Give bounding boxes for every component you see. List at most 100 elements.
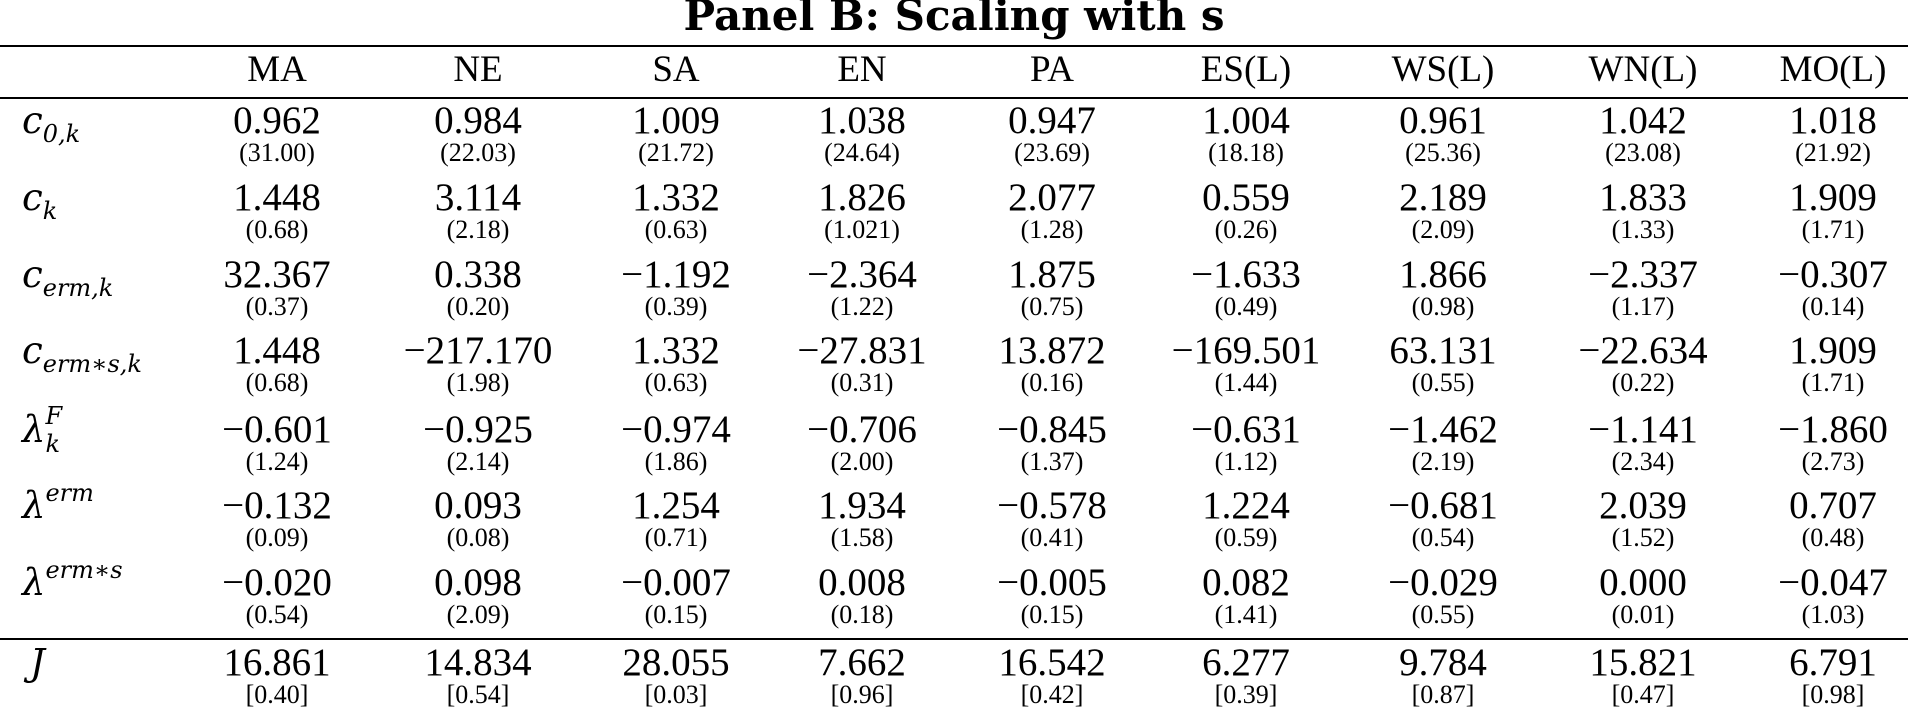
coefficient-value: 0.338 xyxy=(434,253,522,296)
test-statistic: (24.64) xyxy=(824,138,900,167)
column-header: PA xyxy=(1030,49,1074,90)
coefficient-value: 0.000 xyxy=(1599,561,1687,604)
coefficient-value: −1.633 xyxy=(1191,253,1301,296)
test-statistic: (1.24) xyxy=(245,447,309,476)
test-statistic: (2.34) xyxy=(1611,447,1675,476)
test-statistic: (0.71) xyxy=(644,523,708,552)
test-statistic: (1.17) xyxy=(1611,292,1675,321)
test-statistic: (2.19) xyxy=(1411,447,1475,476)
coefficient-value: −0.029 xyxy=(1388,561,1498,604)
j-statistic-value: 6.277 xyxy=(1202,641,1290,684)
coefficient-value: 0.707 xyxy=(1789,484,1877,527)
j-p-value: [0.98] xyxy=(1801,680,1865,709)
row-label-symbol: λ xyxy=(22,484,46,527)
test-statistic: (0.68) xyxy=(245,215,309,244)
j-statistic-value: 16.861 xyxy=(223,641,331,684)
test-statistic: (0.63) xyxy=(644,368,708,397)
coefficient-value: −169.501 xyxy=(1171,329,1321,372)
coefficient-value: 0.093 xyxy=(434,484,522,527)
j-statistic-rule xyxy=(0,638,1908,640)
row-label-subscript: 0,k xyxy=(42,120,81,148)
header-rule xyxy=(0,97,1908,99)
coefficient-value: −27.831 xyxy=(797,329,927,372)
j-p-value: [0.87] xyxy=(1411,680,1475,709)
test-statistic: (0.20) xyxy=(446,292,510,321)
test-statistic: (0.75) xyxy=(1020,292,1084,321)
row-label-symbol: c xyxy=(22,176,43,219)
row-label: ck xyxy=(22,176,57,223)
coefficient-value: −0.132 xyxy=(222,484,332,527)
j-p-value: [0.96] xyxy=(830,680,894,709)
test-statistic: (21.92) xyxy=(1795,138,1871,167)
test-statistic: (0.16) xyxy=(1020,368,1084,397)
j-statistic-value: 9.784 xyxy=(1399,641,1487,684)
coefficient-value: 1.254 xyxy=(632,484,720,527)
test-statistic: (1.71) xyxy=(1801,368,1865,397)
coefficient-value: −217.170 xyxy=(403,329,553,372)
j-p-value: [0.39] xyxy=(1214,680,1278,709)
test-statistic: (2.73) xyxy=(1801,447,1865,476)
test-statistic: (0.15) xyxy=(644,600,708,629)
j-statistic-value: 14.834 xyxy=(424,641,532,684)
coefficient-value: 0.947 xyxy=(1008,99,1096,142)
column-header: WN(L) xyxy=(1588,49,1698,90)
test-statistic: (0.54) xyxy=(245,600,309,629)
coefficient-value: −0.047 xyxy=(1778,561,1888,604)
test-statistic: (2.14) xyxy=(446,447,510,476)
row-label-symbol: c xyxy=(22,99,43,142)
test-statistic: (0.14) xyxy=(1801,292,1865,321)
coefficient-value: 0.961 xyxy=(1399,99,1487,142)
row-label-superscript: erm∗s xyxy=(45,556,123,584)
test-statistic: (22.03) xyxy=(440,138,516,167)
test-statistic: (0.39) xyxy=(644,292,708,321)
j-row-label: J xyxy=(30,641,45,684)
column-header: EN xyxy=(837,49,887,90)
coefficient-value: 2.189 xyxy=(1399,176,1487,219)
coefficient-value: 1.004 xyxy=(1202,99,1290,142)
coefficient-value: 0.098 xyxy=(434,561,522,604)
coefficient-value: 1.875 xyxy=(1008,253,1096,296)
test-statistic: (1.86) xyxy=(644,447,708,476)
coefficient-value: 1.038 xyxy=(818,99,906,142)
coefficient-value: 0.008 xyxy=(818,561,906,604)
row-label: λerm∗s xyxy=(22,558,123,605)
test-statistic: (0.49) xyxy=(1214,292,1278,321)
coefficient-value: −1.860 xyxy=(1778,408,1888,451)
coefficient-value: 1.909 xyxy=(1789,329,1877,372)
row-label-symbol: λ xyxy=(22,408,46,451)
coefficient-value: 1.042 xyxy=(1599,99,1687,142)
test-statistic: (2.09) xyxy=(446,600,510,629)
coefficient-value: −0.020 xyxy=(222,561,332,604)
j-statistic-value: 28.055 xyxy=(622,641,730,684)
coefficient-value: 0.082 xyxy=(1202,561,1290,604)
test-statistic: (1.021) xyxy=(824,215,900,244)
j-statistic-value: 15.821 xyxy=(1589,641,1697,684)
coefficient-value: 1.833 xyxy=(1599,176,1687,219)
test-statistic: (0.55) xyxy=(1411,600,1475,629)
test-statistic: (0.15) xyxy=(1020,600,1084,629)
coefficient-value: −1.462 xyxy=(1388,408,1498,451)
test-statistic: (1.03) xyxy=(1801,600,1865,629)
coefficient-value: −0.845 xyxy=(997,408,1107,451)
column-header: ES(L) xyxy=(1200,49,1292,90)
test-statistic: (0.54) xyxy=(1411,523,1475,552)
coefficient-value: 1.332 xyxy=(632,329,720,372)
coefficient-value: −0.005 xyxy=(997,561,1107,604)
column-header: MA xyxy=(247,49,307,90)
row-label-symbol: λ xyxy=(22,561,46,604)
row-label-superscript: F xyxy=(45,402,63,430)
coefficient-value: 1.448 xyxy=(233,329,321,372)
test-statistic: (0.68) xyxy=(245,368,309,397)
test-statistic: (0.18) xyxy=(830,600,894,629)
test-statistic: (0.41) xyxy=(1020,523,1084,552)
coefficient-value: −0.925 xyxy=(423,408,533,451)
column-header: MO(L) xyxy=(1779,49,1887,90)
j-statistic-value: 16.542 xyxy=(998,641,1106,684)
coefficient-value: −0.007 xyxy=(621,561,731,604)
coefficient-value: 1.909 xyxy=(1789,176,1877,219)
coefficient-value: 1.332 xyxy=(632,176,720,219)
row-label: λerm xyxy=(22,481,94,528)
j-p-value: [0.03] xyxy=(644,680,708,709)
